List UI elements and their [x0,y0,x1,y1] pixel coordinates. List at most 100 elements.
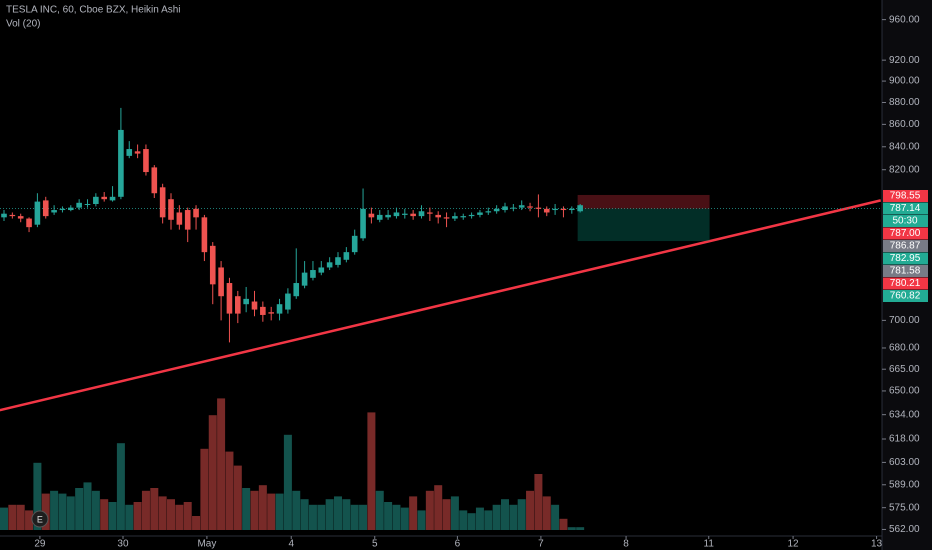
candle-body [468,214,475,217]
candle-body [318,267,325,273]
x-tick-label: 11 [704,539,715,550]
x-tick-label: 8 [623,539,629,550]
candle-body [301,272,308,286]
candle-body [159,187,166,218]
candle-body [42,200,49,217]
candle-body [251,301,258,310]
volume-bar [308,504,317,530]
candle-body [184,210,191,230]
volume-bar [33,462,42,530]
price-label-bg [883,240,928,252]
candle-body [443,217,450,219]
y-tick-label: 665.00 [889,364,920,375]
stop-zone [577,208,710,242]
volume-bar [359,504,368,530]
candle-body [176,212,183,225]
volume-bar [534,474,543,530]
candle-body [68,207,74,211]
event-label: E [37,514,43,524]
price-label-bg [883,252,928,265]
price-label-bg [883,190,928,202]
candle-body [193,208,199,218]
x-tick-label: 4 [288,539,294,550]
price-label: 782.95 [890,253,921,264]
candle-body [218,267,224,297]
price-label-bg [883,202,928,215]
plot [0,107,882,530]
candle-body [59,208,66,211]
volume-bar [58,493,67,530]
volume-bar [459,510,468,530]
candle-body [293,283,300,297]
candle-body [368,213,375,218]
candle-body [485,211,492,213]
price-label-bg [883,227,928,240]
volume-bar [16,504,25,530]
candle-body [427,212,433,214]
volume-bar [250,490,259,530]
y-tick-label: 960.00 [889,14,920,25]
candle-body [276,304,283,314]
price-label-bg [883,290,928,302]
candle-body [201,217,208,253]
candle-body [518,205,525,208]
volume-bar [509,504,518,530]
candle-body [435,214,441,218]
candle-body [143,149,149,173]
volume-bar [409,496,418,530]
candle-body [209,245,216,285]
candle-body [326,262,333,268]
volume-bar [208,415,217,530]
price-label: 786.87 [890,241,921,252]
candle-body [510,207,517,209]
volume-bar [175,504,184,530]
volume-bar [542,496,551,530]
y-tick-label: 860.00 [889,119,920,130]
candle-body [76,202,82,208]
y-tick-label: 618.00 [889,434,920,445]
volume-bar [492,504,501,530]
volume-bar [0,507,8,530]
volume-bar [450,496,459,530]
candle-body [93,196,99,205]
volume-bar [400,507,409,530]
volume-bar [150,488,159,530]
volume-bar [66,496,75,530]
volume-bar [342,499,351,530]
candle-body [560,208,567,211]
y-tick-label: 603.00 [889,457,920,468]
x-tick-label: 5 [372,539,378,550]
volume-bar [225,451,234,530]
candle-body [84,204,91,206]
candle-body [26,218,32,228]
volume-bar [325,499,334,530]
y-tick-label: 562.00 [889,524,920,535]
volume-bar [467,513,476,530]
volume-bar [567,527,576,530]
volume-bar [41,493,50,530]
volume-bar [517,499,526,530]
volume-bar [116,443,125,530]
volume-bar [233,465,242,530]
y-tick-label: 680.00 [889,343,920,354]
volume-bar [125,504,134,530]
candle-body [343,252,350,260]
volume-bar [200,448,209,530]
volume-bar [526,490,535,530]
volume-bar [242,488,251,530]
volume-bar [8,504,17,530]
candle-body [360,208,366,239]
candle-body [552,208,558,211]
volume-bar [551,504,560,530]
candle-body [543,208,550,213]
candle-body [134,151,141,154]
x-tick-label: 7 [538,539,544,550]
candle-body [569,208,575,211]
y-tick-label: 820.00 [889,164,920,175]
candle-body [351,235,358,253]
volume-bar [392,504,401,530]
candle-body [268,312,274,314]
y-tick-label: 589.00 [889,479,920,490]
